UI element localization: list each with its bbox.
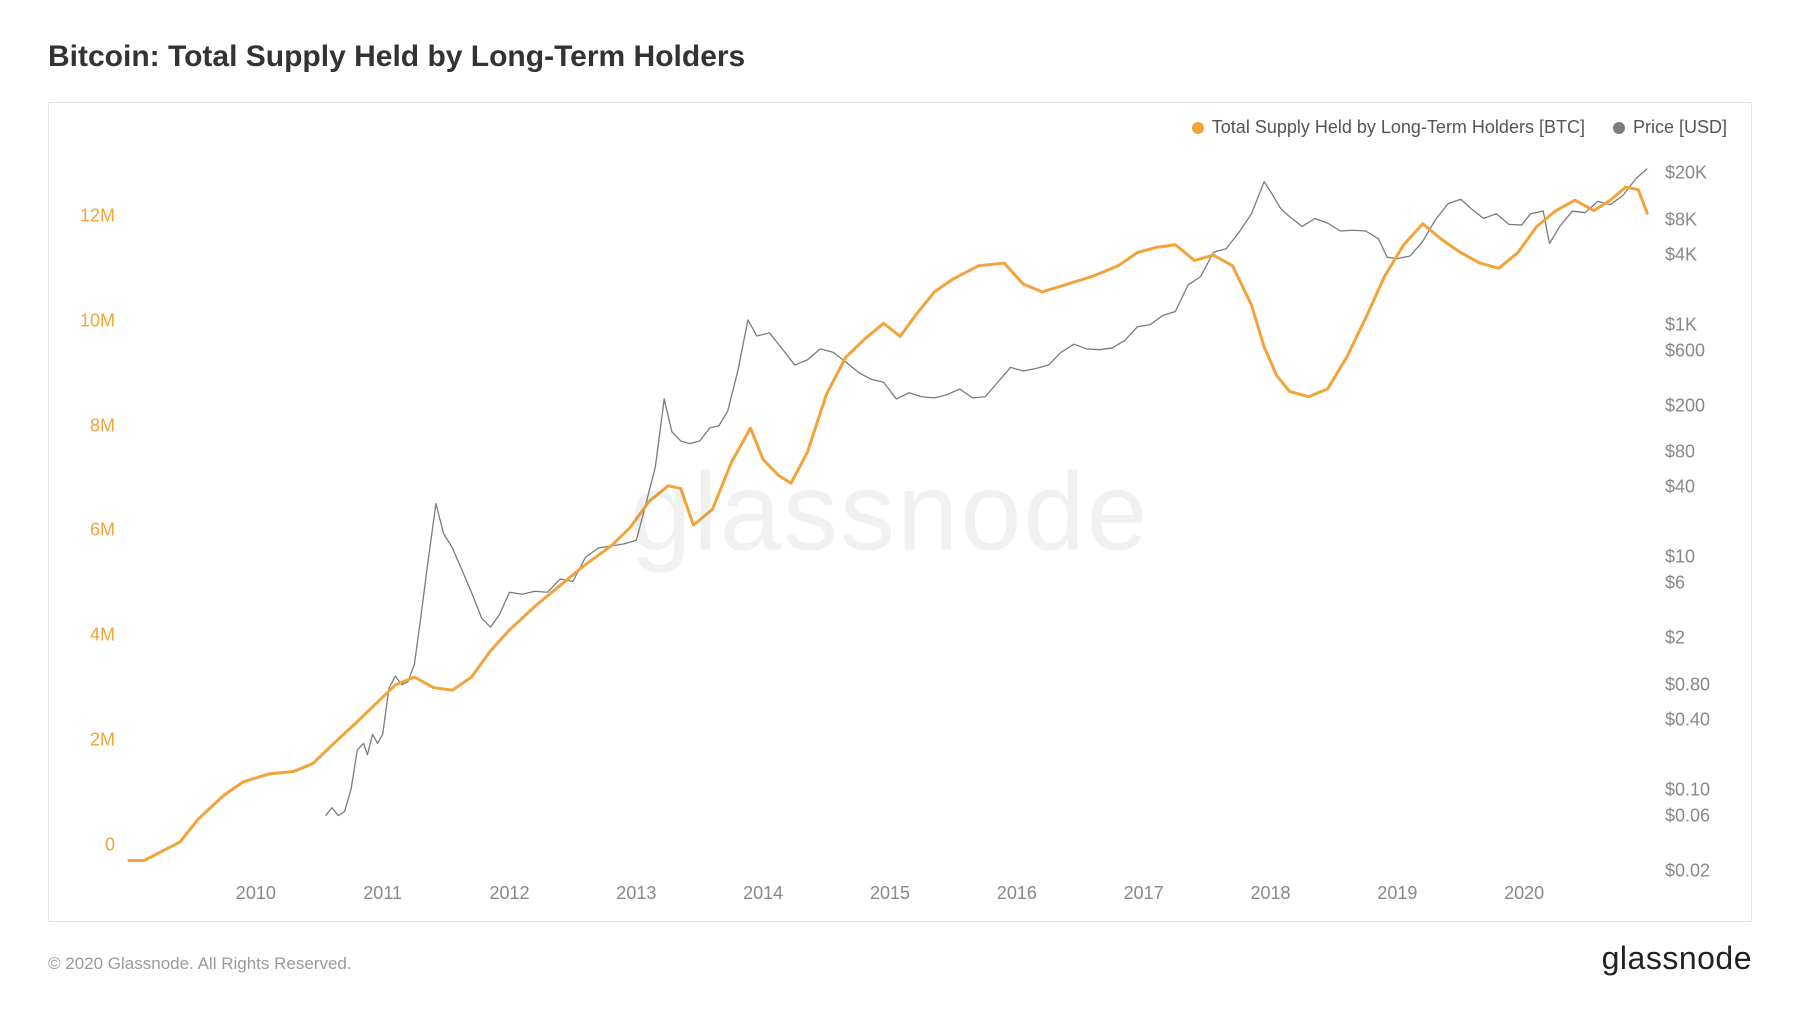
y-right-tick: $0.80 [1665, 674, 1710, 695]
legend: Total Supply Held by Long-Term Holders [… [1192, 117, 1727, 138]
x-tick: 2018 [1250, 883, 1290, 904]
y-left-tick: 8M [90, 415, 115, 436]
y-left-tick: 0 [105, 834, 115, 855]
x-tick: 2010 [236, 883, 276, 904]
chart-title: Bitcoin: Total Supply Held by Long-Term … [48, 40, 1752, 74]
y-right-tick: $200 [1665, 395, 1705, 416]
y-right-tick: $8K [1665, 209, 1697, 230]
legend-label-supply: Total Supply Held by Long-Term Holders [… [1212, 117, 1585, 138]
legend-dot-price [1613, 122, 1625, 134]
chart-frame: Total Supply Held by Long-Term Holders [… [48, 102, 1752, 922]
legend-dot-supply [1192, 122, 1204, 134]
plot-area: glassnode [129, 153, 1651, 871]
y-right-tick: $6 [1665, 573, 1685, 594]
x-tick: 2020 [1504, 883, 1544, 904]
y-axis-left: 0 2M 4M 6M 8M 10M 12M [49, 153, 125, 871]
legend-item-price: Price [USD] [1613, 117, 1727, 138]
y-left-tick: 4M [90, 625, 115, 646]
y-left-tick: 6M [90, 520, 115, 541]
legend-label-price: Price [USD] [1633, 117, 1727, 138]
y-right-tick: $10 [1665, 547, 1695, 568]
y-right-tick: $2 [1665, 628, 1685, 649]
y-right-tick: $0.10 [1665, 779, 1710, 800]
x-tick: 2011 [363, 883, 402, 904]
x-tick: 2013 [616, 883, 656, 904]
y-right-tick: $80 [1665, 442, 1695, 463]
y-left-tick: 2M [90, 729, 115, 750]
x-tick: 2012 [489, 883, 529, 904]
footer: © 2020 Glassnode. All Rights Reserved. g… [48, 940, 1752, 977]
y-right-tick: $4K [1665, 244, 1697, 265]
y-left-tick: 12M [80, 205, 115, 226]
y-right-tick: $0.06 [1665, 805, 1710, 826]
x-tick: 2016 [997, 883, 1037, 904]
legend-item-supply: Total Supply Held by Long-Term Holders [… [1192, 117, 1585, 138]
y-left-tick: 10M [80, 310, 115, 331]
plot-svg [129, 153, 1651, 871]
y-axis-right: $0.02$0.06$0.10$0.40$0.80$2$6$10$40$80$2… [1655, 153, 1751, 871]
y-right-tick: $0.02 [1665, 861, 1710, 882]
copyright: © 2020 Glassnode. All Rights Reserved. [48, 954, 352, 974]
x-axis: 2010 2011 2012 2013 2014 2015 2016 2017 2018 2019… [129, 875, 1651, 921]
y-right-tick: $40 [1665, 477, 1695, 498]
x-tick: 2014 [743, 883, 783, 904]
supply-line [129, 187, 1647, 860]
brand-logo: glassnode [1602, 940, 1752, 977]
y-right-tick: $1K [1665, 314, 1697, 335]
x-tick: 2017 [1124, 883, 1164, 904]
y-right-tick: $600 [1665, 340, 1705, 361]
y-right-tick: $0.40 [1665, 709, 1710, 730]
x-tick: 2019 [1377, 883, 1417, 904]
y-right-tick: $20K [1665, 163, 1707, 184]
x-tick: 2015 [870, 883, 910, 904]
